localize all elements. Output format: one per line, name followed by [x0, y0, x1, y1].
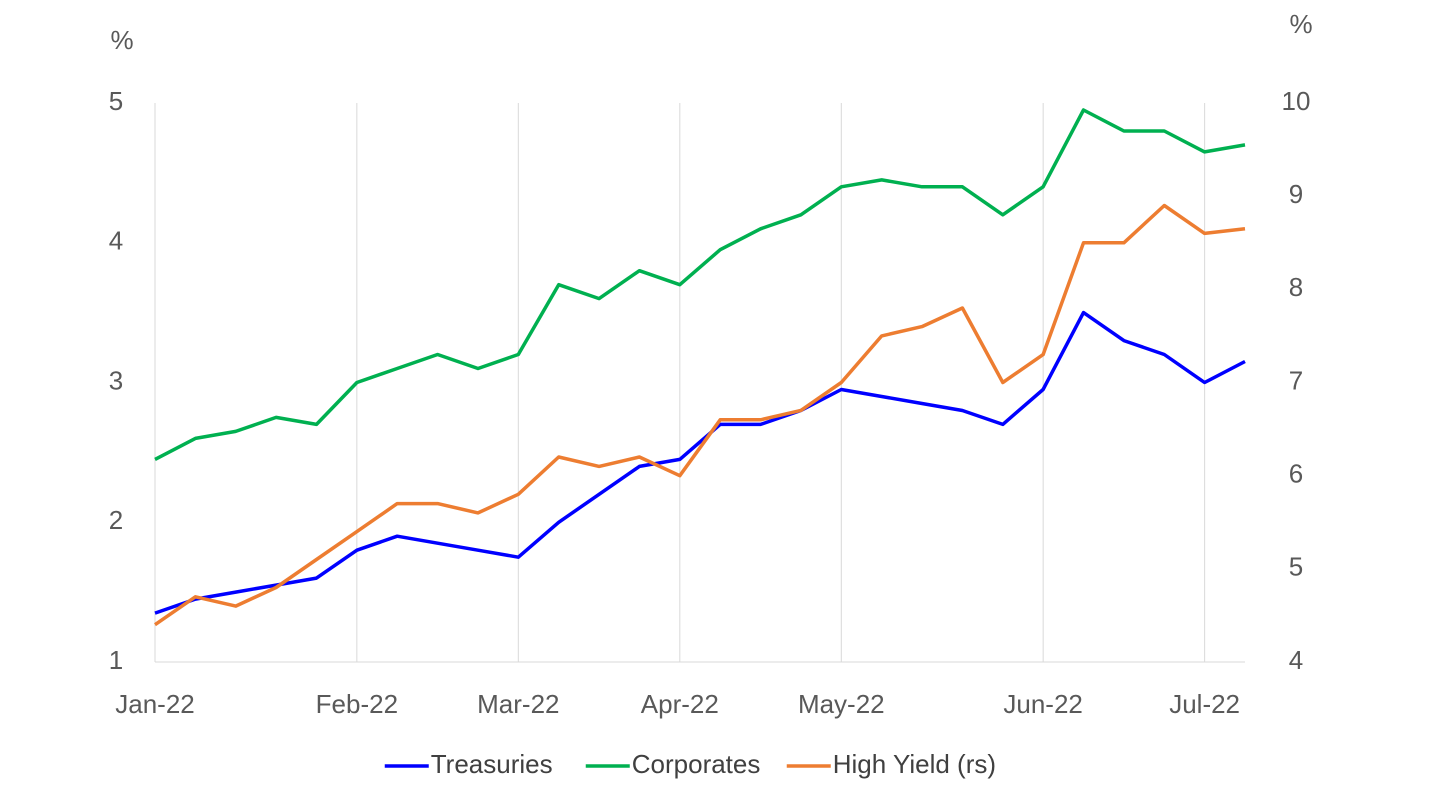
x-tick-label: Jun-22 [1003, 689, 1083, 719]
y2-tick-label: 8 [1289, 272, 1303, 302]
y-tick-label: 5 [109, 86, 123, 116]
y2-tick-label: 9 [1289, 179, 1303, 209]
x-tick-label: Jul-22 [1169, 689, 1240, 719]
y2-tick-label: 7 [1289, 365, 1303, 395]
legend-label: Corporates [632, 749, 761, 779]
y2-axis-label: % [1289, 9, 1312, 39]
y2-tick-label: 5 [1289, 552, 1303, 582]
legend-label: Treasuries [431, 749, 553, 779]
y2-tick-label: 10 [1282, 86, 1311, 116]
y2-tick-label: 4 [1289, 645, 1303, 675]
series-line [154, 310, 1246, 615]
y-axis-label: % [110, 25, 133, 55]
legend: Treasuries Corporates High Yield (rs) [384, 749, 996, 779]
y-tick-label: 4 [109, 226, 123, 256]
x-tick-label: Mar-22 [477, 689, 559, 719]
y2-tick-label: 6 [1289, 459, 1303, 489]
y-tick-label: 1 [109, 645, 123, 675]
x-tick-label: Jan-22 [115, 689, 195, 719]
x-tick-label: May-22 [798, 689, 885, 719]
series-line [154, 108, 1246, 461]
y-tick-label: 3 [109, 365, 123, 395]
series-line [154, 203, 1246, 627]
x-tick-label: Feb-22 [316, 689, 398, 719]
legend-label: High Yield (rs) [833, 749, 996, 779]
x-tick-label: Apr-22 [641, 689, 719, 719]
y-tick-label: 2 [109, 505, 123, 535]
